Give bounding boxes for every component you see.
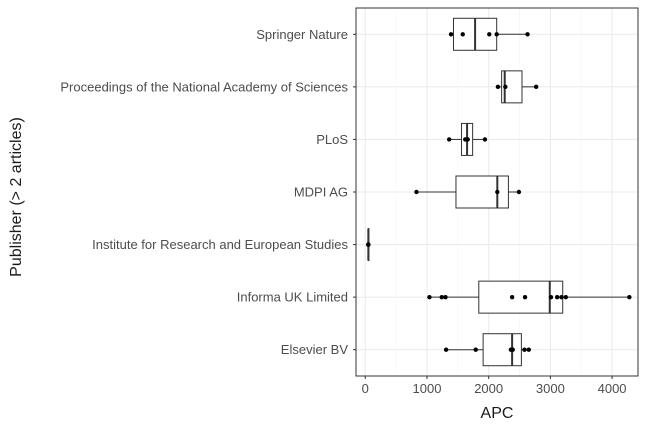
- data-point: [482, 137, 488, 142]
- box-iqr: [482, 333, 522, 367]
- data-point: [460, 32, 465, 37]
- x-tick-label: 0: [362, 381, 369, 396]
- box-group: [429, 280, 630, 314]
- data-point: [522, 294, 528, 300]
- box-iqr: [501, 70, 523, 104]
- data-point: [495, 189, 500, 195]
- box-iqr: [455, 175, 509, 209]
- data-point: [446, 137, 452, 142]
- data-point: [559, 294, 564, 300]
- data-point: [526, 347, 531, 352]
- data-point: [427, 294, 432, 300]
- data-point: [516, 189, 522, 195]
- category-label: PLoS: [316, 132, 348, 147]
- category-label: MDPI AG: [294, 185, 348, 200]
- data-point: [525, 32, 530, 37]
- category-label: Springer Nature: [256, 27, 348, 42]
- x-axis-ticks: 0 1000 2000 3000 4000: [362, 376, 627, 396]
- data-point: [522, 347, 527, 352]
- data-point: [473, 347, 478, 352]
- data-point: [554, 294, 560, 300]
- data-point: [443, 294, 448, 300]
- x-axis-title: APC: [481, 405, 514, 422]
- box-layer: [367, 17, 630, 367]
- data-point: [548, 294, 554, 300]
- y-axis-title: Publisher (> 2 articles): [8, 117, 25, 277]
- category-labels: Springer Nature Proceedings of the Nation…: [60, 27, 356, 357]
- x-tick-label: 4000: [598, 381, 627, 396]
- x-tick-label: 1000: [413, 381, 442, 396]
- data-point: [495, 84, 501, 90]
- data-point: [464, 137, 470, 142]
- x-tick-label: 2000: [474, 381, 503, 396]
- data-point: [503, 84, 508, 90]
- data-point: [414, 189, 419, 195]
- point-layer: [366, 32, 632, 352]
- category-label: Elsevier BV: [281, 342, 349, 357]
- box-group: [497, 70, 537, 104]
- data-point: [448, 32, 454, 37]
- data-point: [443, 347, 449, 352]
- category-label: Informa UK Limited: [237, 290, 348, 305]
- data-point: [494, 32, 499, 37]
- data-point: [509, 294, 515, 300]
- data-point: [366, 242, 371, 247]
- category-label: Institute for Research and European Stud…: [92, 237, 348, 252]
- category-label: Proceedings of the National Academy of S…: [60, 79, 348, 94]
- x-tick-label: 3000: [536, 381, 565, 396]
- box-iqr: [478, 280, 564, 314]
- data-point: [533, 84, 539, 90]
- data-point: [627, 294, 632, 300]
- data-point: [487, 32, 492, 37]
- data-point: [510, 347, 515, 352]
- data-point: [439, 294, 444, 300]
- data-point: [563, 294, 569, 300]
